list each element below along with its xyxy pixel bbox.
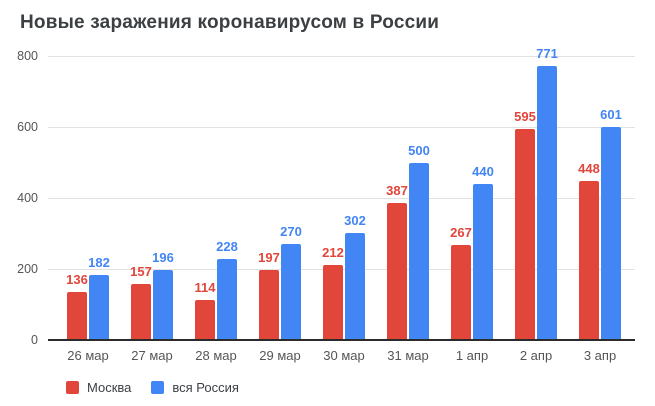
bar-moscow-28-мар [195, 299, 215, 340]
bar-value-label: 228 [216, 239, 238, 255]
bar-value-label: 302 [344, 212, 366, 228]
x-axis: 26 мар 27 мар 28 мар 29 мар 30 мар 31 мар 1 ап… [48, 348, 635, 366]
bar-moscow-1-апр [451, 245, 471, 340]
bar-moscow-29-мар [259, 270, 279, 340]
bar-russia-3-апр [601, 126, 621, 340]
x-axis-tick-label: 26 мар [67, 348, 109, 363]
x-axis-tick-label: 28 мар [195, 348, 237, 363]
x-axis-tick-label: 29 мар [259, 348, 301, 363]
legend-swatch-russia-icon [151, 381, 165, 394]
gridline [48, 127, 635, 128]
x-axis-tick-label: 30 мар [323, 348, 365, 363]
bar-russia-29-мар [281, 244, 301, 340]
plot-area: 136 182 157 196 114 228 197 270 212 302 387 500 267 4… [48, 46, 635, 341]
bar-value-label: 448 [578, 160, 600, 176]
bar-value-label: 197 [258, 250, 280, 266]
y-axis-tick-label: 0 [31, 333, 38, 347]
legend-item-russia: вся Россия [151, 380, 239, 395]
bar-value-label: 114 [194, 279, 216, 295]
bar-russia-1-апр [473, 183, 493, 340]
bar-value-label: 500 [408, 142, 430, 158]
y-axis: 0 200 400 600 800 [0, 49, 38, 347]
bar-value-label: 157 [130, 264, 152, 280]
y-axis-tick-label: 800 [17, 49, 38, 63]
bar-russia-31-мар [409, 162, 429, 340]
legend: Москва вся Россия [66, 380, 239, 395]
y-axis-tick-label: 600 [17, 120, 38, 134]
x-axis-baseline [48, 339, 635, 341]
legend-swatch-moscow-icon [66, 381, 79, 394]
gridline [48, 198, 635, 199]
x-axis-tick-label: 3 апр [583, 348, 617, 363]
x-axis-tick-label: 2 апр [519, 348, 553, 363]
bar-value-label: 595 [514, 108, 536, 124]
gridline [48, 56, 635, 57]
bar-value-label: 601 [600, 106, 622, 122]
bar-moscow-30-мар [323, 264, 343, 340]
bar-value-label: 196 [152, 250, 174, 266]
bar-value-label: 267 [450, 225, 472, 241]
bar-value-label: 212 [322, 244, 344, 260]
bar-value-label: 440 [472, 163, 494, 179]
bar-value-label: 136 [66, 271, 88, 287]
bar-moscow-31-мар [387, 202, 407, 340]
bar-moscow-2-апр [515, 128, 535, 340]
bar-russia-30-мар [345, 232, 365, 340]
bar-moscow-3-апр [579, 180, 599, 340]
bar-russia-28-мар [217, 259, 237, 340]
bar-russia-26-мар [89, 275, 109, 340]
bar-value-label: 270 [280, 224, 302, 240]
legend-label-russia: вся Россия [172, 380, 239, 395]
legend-label-moscow: Москва [87, 380, 132, 395]
bar-value-label: 387 [386, 182, 408, 198]
y-axis-tick-label: 400 [17, 191, 38, 205]
bar-value-label: 771 [536, 46, 558, 62]
bar-russia-2-апр [537, 66, 557, 340]
bar-value-label: 182 [88, 255, 110, 271]
bar-moscow-26-мар [67, 291, 87, 340]
y-axis-tick-label: 200 [17, 262, 38, 276]
chart-title: Новые заражения коронавирусом в России [20, 12, 440, 33]
bar-moscow-27-мар [131, 284, 151, 340]
x-axis-tick-label: 27 мар [131, 348, 173, 363]
bar-russia-27-мар [153, 270, 173, 340]
x-axis-tick-label: 1 апр [455, 348, 489, 363]
x-axis-tick-label: 31 мар [387, 348, 429, 363]
legend-item-moscow: Москва [66, 380, 131, 395]
